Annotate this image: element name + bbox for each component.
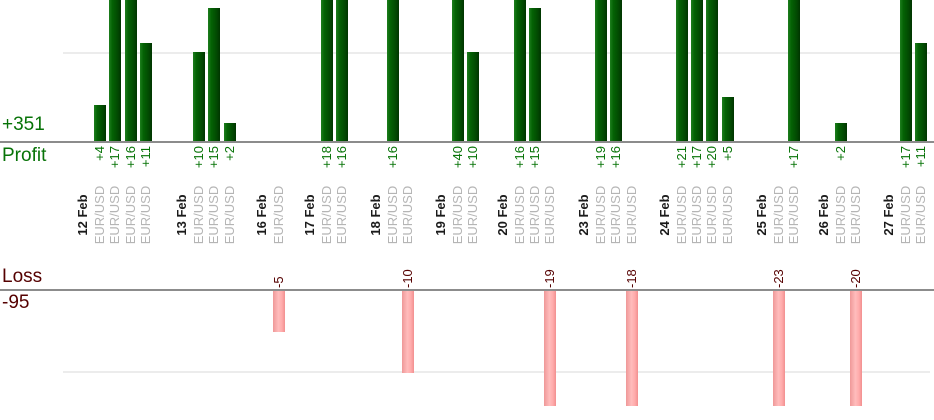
profit-bar xyxy=(223,123,236,141)
date-label: 18 Feb xyxy=(367,194,383,236)
trade-value-label: +20 xyxy=(704,146,720,169)
trade-value-label: +21 xyxy=(673,146,689,169)
trade-value-label: +11 xyxy=(913,146,929,168)
trade-value-label: +16 xyxy=(608,146,624,169)
trade-value-label: +17 xyxy=(107,146,123,169)
loss-gridline xyxy=(63,371,930,373)
trade-value-label: +19 xyxy=(593,146,608,169)
date-label: 12 Feb xyxy=(75,194,90,236)
date-label: 17 Feb xyxy=(302,194,317,236)
date-label: 16 Feb xyxy=(254,194,269,236)
date-label: 26 Feb xyxy=(816,194,831,236)
trade-value-label: +16 xyxy=(511,146,527,169)
date-label: 23 Feb xyxy=(576,194,591,236)
trade-value-label: +2 xyxy=(833,146,848,161)
trade-value-label: -19 xyxy=(542,269,558,288)
profit-bar xyxy=(595,0,607,141)
trade-value-label: +16 xyxy=(122,146,138,169)
trade-value-label: -10 xyxy=(399,269,415,288)
date-label: 13 Feb xyxy=(173,194,189,236)
loss-bar xyxy=(625,291,638,406)
profit-bar xyxy=(706,0,719,141)
trade-value-label: +5 xyxy=(719,146,735,161)
trade-value-label: +10 xyxy=(465,146,481,169)
profit-baseline xyxy=(0,141,934,143)
profit-bar xyxy=(513,0,526,141)
loss-baseline xyxy=(0,289,934,291)
profit-bar xyxy=(208,7,221,141)
trade-value-label: +15 xyxy=(206,146,222,169)
trade-value-label: +4 xyxy=(92,146,107,161)
profit-bar xyxy=(94,105,106,141)
profit-gridline xyxy=(63,52,930,54)
date-label: 24 Feb xyxy=(656,194,672,236)
profit-bar xyxy=(140,43,153,141)
trade-value-label: +16 xyxy=(334,146,350,169)
profit-bar xyxy=(900,0,912,141)
profit-bar xyxy=(528,7,541,141)
trade-value-label: +17 xyxy=(898,146,913,169)
trade-value-label: -23 xyxy=(771,269,786,288)
loss-bar xyxy=(773,291,785,406)
profit-bar xyxy=(835,123,847,141)
profit-bar xyxy=(321,0,333,141)
loss-total-label: -95 xyxy=(2,292,30,313)
loss-bar xyxy=(401,291,414,373)
profit-bar xyxy=(452,0,464,141)
profit-bar xyxy=(386,0,399,141)
profit-bar xyxy=(721,96,734,141)
trade-value-label: +10 xyxy=(190,146,206,169)
loss-bar xyxy=(273,291,285,332)
date-label: 27 Feb xyxy=(881,194,896,236)
profit-bar xyxy=(788,0,801,141)
trade-value-label: +40 xyxy=(450,146,465,169)
loss-bar xyxy=(544,291,557,406)
date-label: 20 Feb xyxy=(494,194,510,236)
profit-bar xyxy=(192,52,205,141)
profit-total-label: +351 xyxy=(2,114,45,135)
profit-bar xyxy=(124,0,137,141)
loss-bar xyxy=(850,291,863,406)
trade-value-label: +18 xyxy=(319,146,334,169)
trade-value-label: -5 xyxy=(271,276,286,288)
profit-bar xyxy=(690,0,703,141)
trade-value-label: +17 xyxy=(786,146,802,169)
trade-value-label: +16 xyxy=(384,146,400,169)
profit-bar xyxy=(675,0,688,141)
trade-value-label: +15 xyxy=(526,146,542,169)
profit-bar xyxy=(467,52,480,141)
date-label: 25 Feb xyxy=(754,194,769,236)
trade-value-label: +11 xyxy=(138,146,154,168)
profit-bar xyxy=(336,0,349,141)
profit-axis-title: Profit xyxy=(2,145,47,166)
trade-value-label: +17 xyxy=(688,146,704,169)
trade-value-label: +2 xyxy=(221,146,237,161)
loss-axis-title: Loss xyxy=(2,266,43,287)
date-label: 19 Feb xyxy=(433,194,448,236)
profit-bar xyxy=(109,0,122,141)
trade-value-label: -20 xyxy=(848,269,864,288)
profit-bar xyxy=(610,0,623,141)
trade-value-label: -18 xyxy=(623,269,639,288)
profit-bar xyxy=(915,43,928,141)
